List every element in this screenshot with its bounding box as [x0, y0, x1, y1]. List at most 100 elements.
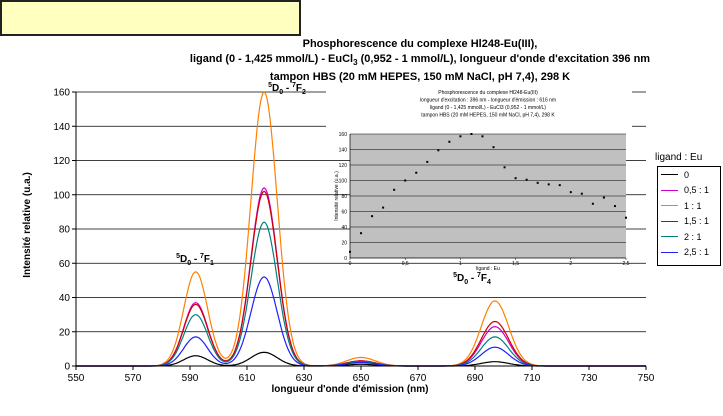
- inset-x-tick-label: 0: [349, 261, 352, 267]
- legend-label: 1 : 1: [684, 200, 702, 211]
- y-tick-label: 160: [53, 88, 70, 99]
- legend-item: 2 : 1: [658, 229, 720, 245]
- inset-point: [625, 216, 627, 219]
- legend-item: 2,5 : 1: [658, 245, 720, 261]
- inset-y-tick-label: 40: [341, 225, 347, 231]
- inset-point: [503, 166, 506, 169]
- inset-x-axis-label: ligand : Eu: [476, 266, 500, 272]
- legend-item: 1 : 1: [658, 198, 720, 214]
- inset-axes: 0 20 40 60 80 100 120 140 160 0 0,5 1 1,5 2 2,5: [339, 132, 630, 267]
- y-tick-label: 120: [53, 156, 70, 167]
- inset-gridlines: [350, 133, 626, 243]
- y-tick-label: 20: [59, 327, 71, 338]
- inset-x-tick-label: 1,5: [512, 261, 519, 267]
- legend-swatch: [661, 220, 678, 222]
- inset-point: [492, 146, 495, 149]
- x-tick-label: 650: [353, 373, 370, 384]
- inset-y-tick-label: 20: [341, 240, 347, 246]
- inset-title-area: [326, 84, 632, 134]
- inset-point: [382, 206, 385, 209]
- inset-point: [569, 191, 572, 194]
- y-tick-label: 40: [59, 293, 71, 304]
- x-tick-label: 750: [638, 373, 655, 384]
- inset-chart: Phosphorescence du complexe Hl248-Eu(III…: [326, 84, 632, 272]
- x-tick-label: 690: [467, 373, 484, 384]
- inset-point: [547, 183, 550, 186]
- inset-y-tick-label: 140: [339, 147, 348, 153]
- inset-point: [591, 202, 594, 205]
- inset-point: [525, 178, 528, 181]
- inset-point: [602, 196, 605, 199]
- inset-y-tick-label: 160: [339, 132, 348, 138]
- legend-swatch: [661, 174, 678, 176]
- x-tick-label: 710: [524, 373, 541, 384]
- inset-point: [360, 232, 363, 235]
- annotation-7F1: 5D0 - 7F1: [176, 253, 214, 267]
- inset-point: [558, 184, 561, 187]
- inset-x-tick-label: 2,5: [623, 261, 630, 267]
- inset-title-line: tampon HBS (20 mM HEPES, 150 mM NaCl, pH…: [421, 113, 555, 119]
- x-axis-label: longueur d'onde d'émission (nm): [272, 384, 429, 395]
- inset-x-tick-label: 0,5: [402, 261, 409, 267]
- legend-swatch: [661, 236, 678, 238]
- y-tick-label: 0: [64, 362, 70, 373]
- annotation-7F4: 5D0 - 7F4: [453, 272, 491, 286]
- inset-title-line: ligand (0 - 1,425 mmol/L) - EuCl3 (0,952…: [430, 105, 546, 111]
- x-tick-label: 630: [296, 373, 313, 384]
- inset-point: [580, 192, 583, 195]
- inset-point: [459, 135, 462, 138]
- inset-y-tick-label: 80: [341, 194, 347, 200]
- legend-swatch: [661, 251, 678, 253]
- x-tick-label: 590: [182, 373, 199, 384]
- legend-item: 0,5 : 1: [658, 183, 720, 199]
- inset-x-tick-label: 2: [569, 261, 572, 267]
- x-tick-label: 550: [68, 373, 85, 384]
- inset-title: Phosphorescence du complexe Hl248-Eu(III…: [420, 90, 556, 119]
- legend-swatch: [661, 205, 678, 207]
- inset-point: [437, 149, 440, 152]
- note-box: [0, 0, 301, 36]
- series-line-5: [76, 276, 646, 367]
- y-tick-label: 60: [59, 259, 71, 270]
- inset-point: [404, 179, 407, 182]
- inset-y-tick-label: 120: [339, 163, 348, 169]
- legend-item: 0: [658, 167, 720, 183]
- y-axis-label: Intensité relative (u.a.): [22, 172, 33, 278]
- legend-item: 1,5 : 1: [658, 214, 720, 230]
- inset-title-line: longueur d'excitation : 396 nm - longueu…: [420, 98, 556, 104]
- inset-point: [536, 181, 539, 184]
- x-tick-label: 570: [125, 373, 142, 384]
- legend-label: 0: [684, 169, 690, 180]
- inset-point: [514, 177, 517, 180]
- chart-title: Phosphorescence du complexe Hl248-Eu(III…: [120, 37, 720, 85]
- legend-label: 0,5 : 1: [684, 185, 710, 196]
- x-tick-label: 610: [239, 373, 256, 384]
- inset-point: [448, 140, 451, 143]
- inset-x-tick-label: 1: [459, 261, 462, 267]
- inset-point: [371, 215, 374, 218]
- legend-label: 1,5 : 1: [684, 216, 710, 227]
- inset-y-tick-label: 100: [339, 178, 348, 184]
- inset-point: [470, 133, 473, 135]
- inset-point: [481, 135, 484, 138]
- x-tick-label: 670: [410, 373, 427, 384]
- inset-y-tick-label: 0: [344, 256, 347, 262]
- inset-point: [393, 188, 396, 191]
- inset-title-line: Phosphorescence du complexe Hl248-Eu(III…: [438, 90, 538, 96]
- y-tick-label: 100: [53, 190, 70, 201]
- inset-y-tick-label: 60: [341, 209, 347, 215]
- annotation-7F2: 5D0 - 7F2: [268, 82, 306, 96]
- inset-y-axis-label: Intensité relative (u.a.): [334, 171, 340, 221]
- inset-point: [415, 171, 418, 174]
- y-tick-label: 140: [53, 122, 70, 133]
- legend-label: 2 : 1: [684, 231, 702, 242]
- title-line-3: tampon HBS (20 mM HEPES, 150 mM NaCl, pH…: [269, 71, 571, 84]
- title-line-1: Phosphorescence du complexe Hl248-Eu(III…: [302, 38, 538, 50]
- legend-label: 2,5 : 1: [684, 247, 710, 258]
- y-tick-label: 80: [59, 225, 71, 236]
- legend: 0 0,5 : 1 1 : 1 1,5 : 1 2 : 1 2,5 : 1: [657, 166, 721, 266]
- title-line-2: ligand (0 - 1,425 mmol/L) - EuCl3 (0,952…: [189, 53, 651, 68]
- inset-point: [613, 205, 616, 208]
